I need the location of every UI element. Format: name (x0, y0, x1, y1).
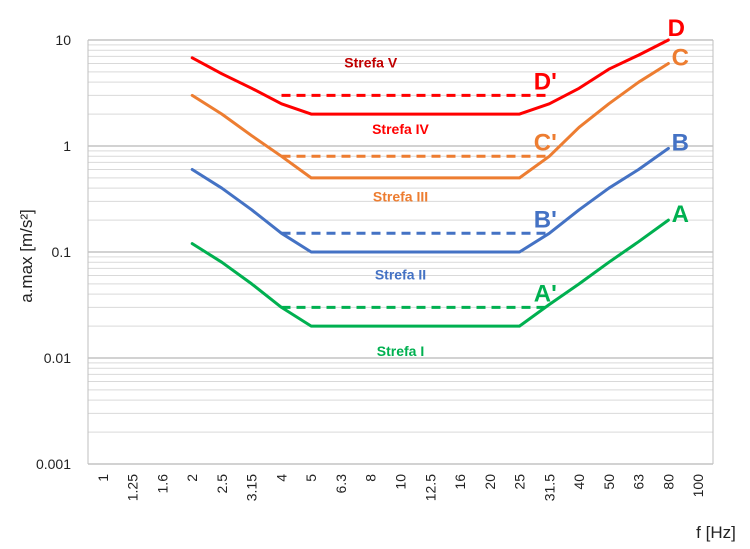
y-tick-label: 1 (63, 138, 71, 154)
series-label: A' (534, 280, 557, 307)
x-tick-label: 63 (631, 474, 647, 490)
x-axis-ticks: 1 1.25 1.6 2 2.5 3.15 4 5 6.3 8 10 12.5 16 20 25 31.5 40… (95, 474, 706, 501)
y-tick-label: 0.01 (44, 350, 71, 366)
x-tick-label: 100 (690, 474, 706, 498)
x-tick-label: 2.5 (214, 474, 230, 494)
y-axis-ticks: 10 1 0.1 0.01 0.001 (36, 32, 71, 472)
series-label: B (672, 129, 689, 156)
y-tick-label: 0.001 (36, 456, 71, 472)
series-line (190, 146, 670, 254)
x-tick-label: 6.3 (333, 474, 349, 494)
x-tick-label: 31.5 (541, 474, 557, 501)
series-label: B' (534, 206, 557, 233)
series-line (190, 218, 670, 328)
y-tick-label: 10 (55, 32, 71, 48)
zone-label: Strefa III (373, 188, 428, 204)
x-tick-label: 3.15 (244, 474, 260, 501)
x-tick-label: 16 (452, 474, 468, 490)
zone-label: Strefa I (377, 343, 424, 359)
series-label: C (672, 45, 689, 72)
x-tick-label: 2 (184, 474, 200, 482)
x-tick-label: 5 (303, 474, 319, 482)
x-tick-label: 25 (512, 474, 528, 490)
x-tick-label: 20 (482, 474, 498, 490)
series-labels: A B CD A' B' C' D' (534, 15, 689, 307)
x-tick-label: 12.5 (422, 474, 438, 501)
series-line (190, 62, 670, 180)
y-axis-title: a.max [m/s²] (17, 209, 36, 303)
zone-label: Strefa II (375, 267, 426, 283)
zone-label: Strefa V (344, 55, 398, 71)
x-tick-label: 40 (571, 474, 587, 490)
zone-labels: Strefa V Strefa IV Strefa III Strefa II Stre… (344, 55, 429, 359)
y-tick-label: 0.1 (52, 244, 72, 260)
x-tick-label: 1 (95, 474, 111, 482)
x-tick-label: 50 (601, 474, 617, 490)
x-tick-label: 4 (273, 474, 289, 482)
series-label: C' (534, 129, 557, 156)
series-line (190, 38, 670, 116)
zone-label: Strefa IV (372, 121, 429, 137)
x-tick-label: 1.6 (154, 474, 170, 494)
x-tick-label: 10 (393, 474, 409, 490)
x-tick-label: 8 (363, 474, 379, 482)
series-label: A (672, 201, 689, 228)
series (190, 38, 670, 328)
x-axis-title: f [Hz] (696, 523, 736, 542)
x-tick-label: 1.25 (125, 474, 141, 501)
x-tick-label: 80 (660, 474, 676, 490)
series-label: D' (534, 68, 557, 95)
series-label: D (668, 15, 685, 42)
